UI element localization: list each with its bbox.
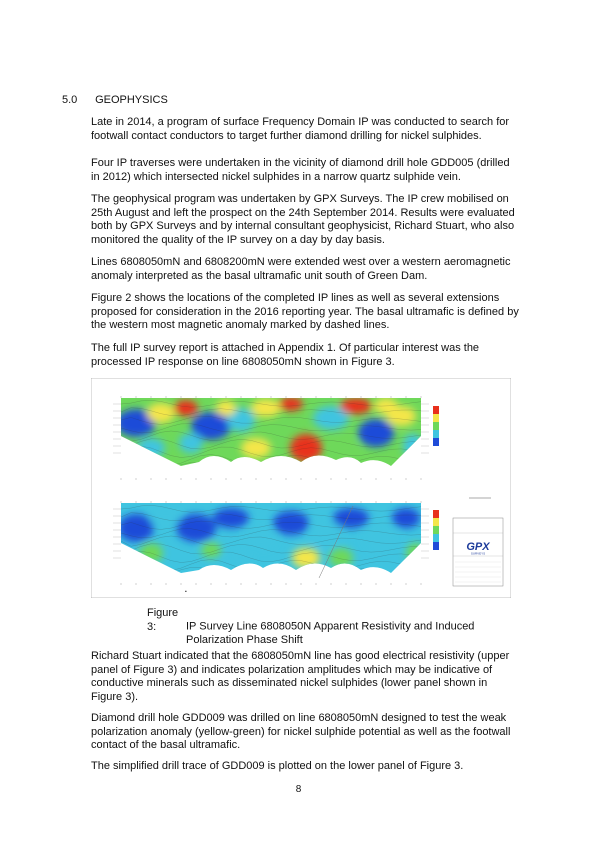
paragraph: The simplified drill trace of GDD009 is … xyxy=(91,760,464,772)
paragraph: Four IP traverses were undertaken in the… xyxy=(91,157,510,183)
ip-survey-figure: GPX SURVEYS ▪ xyxy=(90,377,512,599)
paragraph: Richard Stuart indicated that the 680805… xyxy=(91,650,510,703)
resistivity-panel xyxy=(121,398,421,466)
section-title: GEOPHYSICS xyxy=(95,94,168,106)
paragraph: Diamond drill hole GDD009 was drilled on… xyxy=(91,712,511,751)
drill-trace xyxy=(318,505,354,579)
figure-label: Figure 3: xyxy=(147,607,179,633)
caption-line-2: Polarization Phase Shift xyxy=(186,634,303,646)
paragraph: Lines 6808050mN and 6808200mN were exten… xyxy=(91,256,511,282)
gpx-logo: GPX xyxy=(466,541,490,553)
paragraph: The geophysical program was undertaken b… xyxy=(91,193,515,246)
paragraph: The full IP survey report is attached in… xyxy=(91,342,480,368)
paragraph: Figure 2 shows the locations of the comp… xyxy=(91,292,519,331)
section-number: 5.0 xyxy=(62,94,78,106)
color-scale-bottom xyxy=(433,510,439,550)
section-heading: 5.0 GEOPHYSICS xyxy=(62,94,168,106)
paragraph: Late in 2014, a program of surface Frequ… xyxy=(91,116,510,142)
caption-line-1: IP Survey Line 6808050N Apparent Resisti… xyxy=(186,620,475,633)
figure-caption: Figure 3: IP Survey Line 6808050N Apparen… xyxy=(147,607,507,648)
title-block: GPX SURVEYS xyxy=(452,517,504,587)
page-number: 8 xyxy=(295,784,302,795)
svg-text:▪: ▪ xyxy=(185,590,187,593)
ip-pseudosection-image: GPX SURVEYS ▪ xyxy=(90,377,512,599)
polarization-panel xyxy=(121,503,421,573)
gpx-logo-sub: SURVEYS xyxy=(471,552,485,556)
color-scale-top xyxy=(433,406,439,446)
